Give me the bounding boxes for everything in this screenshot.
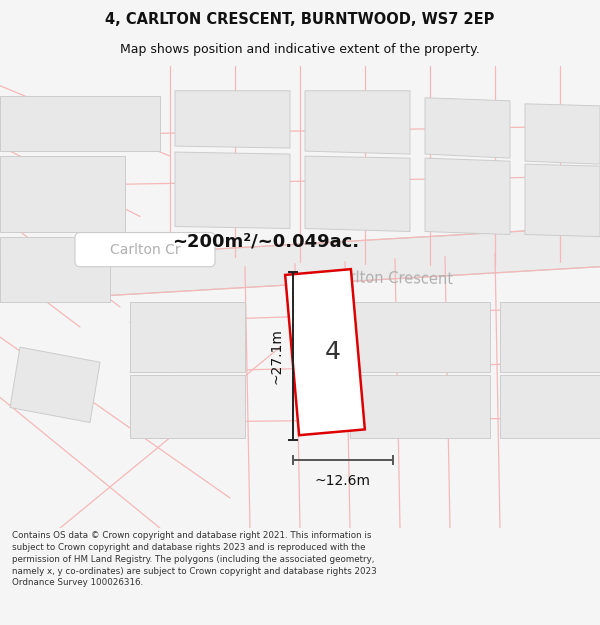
Polygon shape <box>285 269 365 435</box>
Text: ~200m²/~0.049ac.: ~200m²/~0.049ac. <box>172 232 359 251</box>
Polygon shape <box>525 164 600 236</box>
Polygon shape <box>350 302 490 372</box>
Polygon shape <box>425 98 510 158</box>
Polygon shape <box>525 104 600 164</box>
Polygon shape <box>10 347 100 423</box>
Polygon shape <box>0 96 160 151</box>
Text: Carlton Crescent: Carlton Crescent <box>330 270 453 288</box>
FancyBboxPatch shape <box>75 232 215 267</box>
Polygon shape <box>500 302 600 372</box>
Polygon shape <box>0 156 125 231</box>
Text: ~27.1m: ~27.1m <box>269 328 283 384</box>
Polygon shape <box>350 375 490 438</box>
Polygon shape <box>175 152 290 229</box>
Polygon shape <box>0 236 110 302</box>
Polygon shape <box>500 375 600 438</box>
Polygon shape <box>305 156 410 231</box>
Polygon shape <box>305 91 410 154</box>
Polygon shape <box>0 226 600 302</box>
Text: Map shows position and indicative extent of the property.: Map shows position and indicative extent… <box>120 42 480 56</box>
Polygon shape <box>130 302 245 372</box>
Text: Contains OS data © Crown copyright and database right 2021. This information is
: Contains OS data © Crown copyright and d… <box>12 531 377 588</box>
Polygon shape <box>175 91 290 148</box>
Text: ~12.6m: ~12.6m <box>315 474 371 488</box>
Text: 4: 4 <box>325 340 341 364</box>
Text: 4, CARLTON CRESCENT, BURNTWOOD, WS7 2EP: 4, CARLTON CRESCENT, BURNTWOOD, WS7 2EP <box>106 12 494 27</box>
Polygon shape <box>130 375 245 438</box>
Polygon shape <box>425 158 510 234</box>
Text: Carlton Cr: Carlton Cr <box>110 242 181 257</box>
